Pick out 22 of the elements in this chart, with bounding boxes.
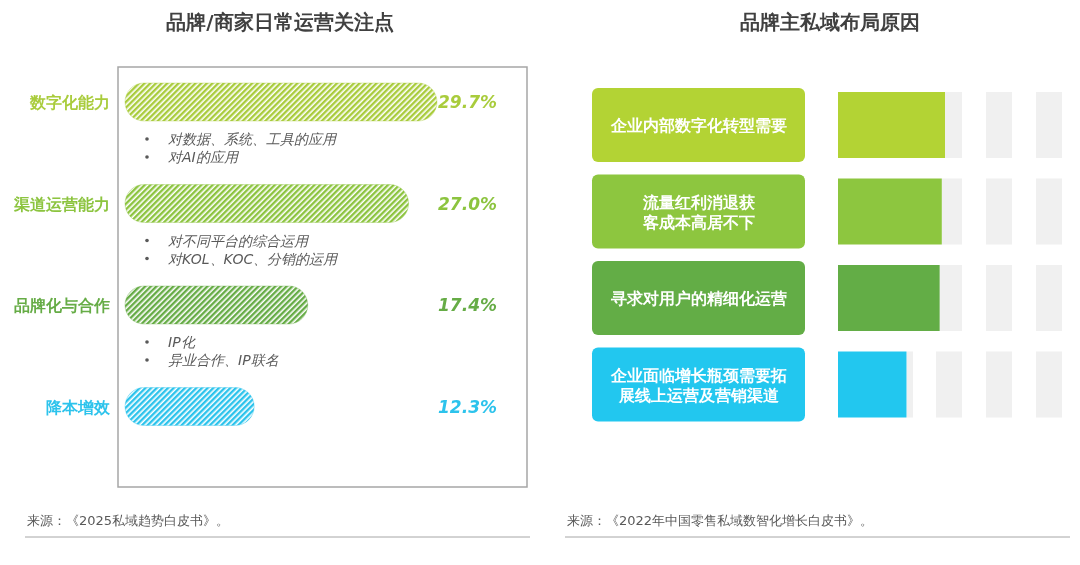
- y-tick-label: 企业内部数字化转型需要: [609, 116, 787, 135]
- data-label: 27.0%: [438, 193, 497, 214]
- source-note: 来源：《2025私域趋势白皮书》。: [27, 513, 230, 528]
- y-tick-label: 企业面临增长瓶颈需要拓展线上运营及营销渠道: [609, 365, 787, 405]
- annotation: 对数据、系统、工具的应用: [168, 131, 338, 147]
- y-tick-label: 降本增效: [46, 397, 111, 417]
- data-label: 29.7%: [438, 92, 497, 112]
- chart-title: 品牌主私域布局原因: [740, 10, 920, 34]
- data-label: 12.3%: [438, 396, 497, 417]
- source-note: 来源：《2022年中国零售私域数智化增长白皮书》。: [567, 513, 874, 528]
- annotation: 对AI的应用: [168, 149, 240, 165]
- annotation: 对KOL、KOC、分销的运用: [168, 250, 340, 267]
- y-tick-label: 寻求对用户的精细化运营: [609, 289, 787, 308]
- y-tick-label: 数字化能力: [29, 93, 110, 112]
- y-tick-label: 品牌化与合作: [14, 296, 110, 315]
- annotation: 对不同平台的综合运用: [168, 232, 310, 249]
- annotation: IP化: [168, 334, 196, 350]
- data-label: 17.4%: [438, 295, 497, 315]
- y-tick-label: 流量红利消退获客成本高居不下: [641, 192, 755, 232]
- chart-title: 品牌/商家日常运营关注点: [166, 10, 394, 34]
- annotation: 异业合作、IP联名: [168, 352, 279, 368]
- y-tick-label: 渠道运营能力: [13, 194, 110, 214]
